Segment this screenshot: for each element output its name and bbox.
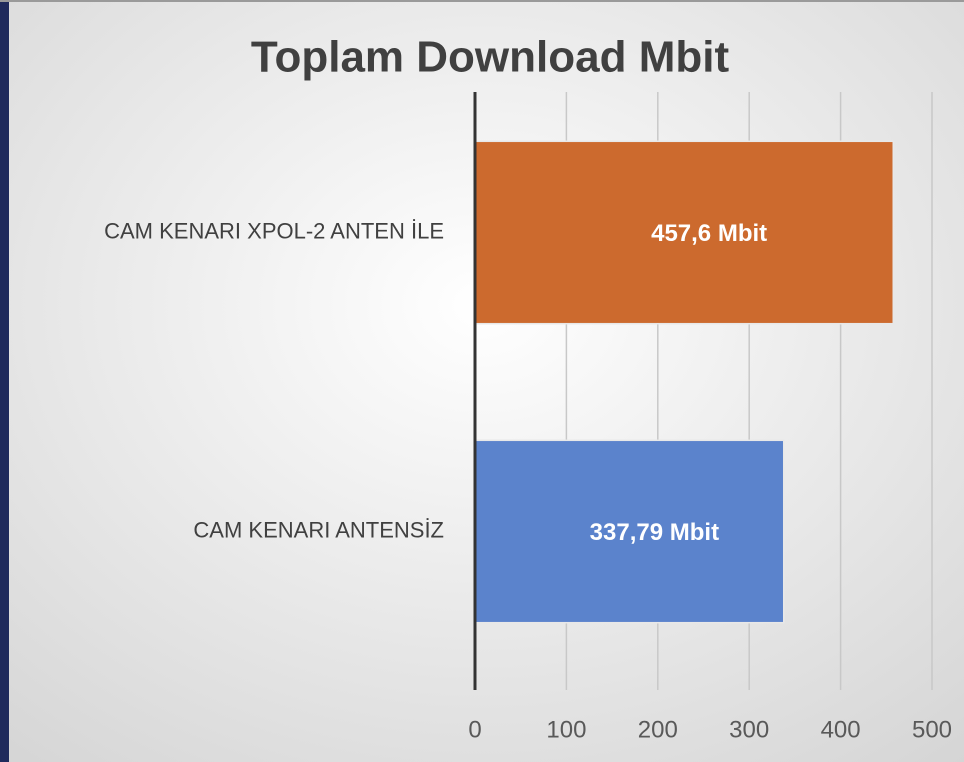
x-tick-label: 400 [821, 716, 861, 743]
y-tick-label: CAM KENARI ANTENSİZ [193, 517, 444, 542]
value-label: 337,79 Mbit [590, 519, 719, 546]
x-tick-label: 500 [912, 716, 952, 743]
chart-title: Toplam Download Mbit [251, 33, 730, 82]
top-border [0, 0, 964, 2]
y-tick-label: CAM KENARI XPOL-2 ANTEN İLE [104, 218, 444, 243]
bar [474, 439, 785, 624]
x-tick-label: 100 [546, 716, 586, 743]
x-tick-label: 0 [468, 716, 481, 743]
left-border [0, 0, 9, 762]
x-tick-label: 300 [729, 716, 769, 743]
bar [474, 140, 894, 325]
x-tick-label: 200 [638, 716, 678, 743]
value-label: 457,6 Mbit [651, 220, 767, 247]
